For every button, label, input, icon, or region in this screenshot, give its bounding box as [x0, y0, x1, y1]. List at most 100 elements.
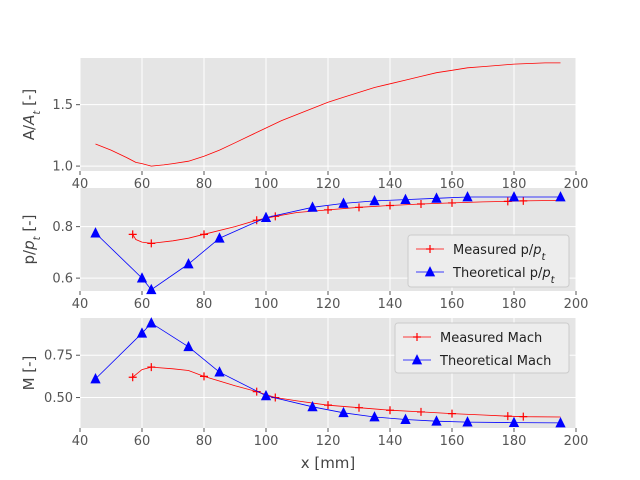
- x-tick-label: 160: [440, 434, 465, 449]
- data-point: [147, 363, 156, 372]
- data-point: [183, 340, 194, 352]
- x-tick-label: 40: [72, 297, 89, 312]
- y-tick-label: 1.5: [52, 98, 73, 113]
- data-point: [90, 227, 101, 238]
- legend: Measured Mach Theoretical Mach: [394, 322, 570, 374]
- y-axis-label: M [-]: [20, 356, 38, 391]
- data-point: [200, 372, 208, 381]
- data-point: [508, 191, 520, 202]
- data-point: [555, 417, 566, 428]
- y-tick-label: 1.0: [52, 160, 73, 175]
- data-point: [431, 415, 442, 426]
- data-point: [400, 413, 411, 424]
- legend-label: Measured p/pt: [453, 243, 547, 263]
- legend-label: Measured Mach: [440, 331, 542, 346]
- data-point: [146, 283, 157, 295]
- y-tick-label: 0.75: [44, 349, 73, 364]
- data-point: [462, 191, 473, 202]
- y-tick-label: 0.50: [44, 391, 73, 406]
- panel-3: 40 60 80 100 120 140 160 180 200 0.50 0.75 M [-] x […: [20, 317, 589, 472]
- legend-label: Theoretical Mach: [439, 354, 551, 369]
- series-2: [90, 191, 566, 295]
- y-axis-label: A/At [-]: [20, 89, 43, 140]
- data-point: [555, 191, 566, 202]
- legend-frame: [394, 322, 570, 374]
- legend-frame: [407, 234, 570, 288]
- data-point: [200, 230, 208, 239]
- legend-entry: Theoretical Mach: [403, 354, 551, 369]
- data-point: [307, 400, 318, 412]
- legend-marker: [411, 354, 423, 365]
- data-point: [260, 211, 272, 223]
- legend-marker: [424, 266, 436, 277]
- data-point: [214, 232, 225, 243]
- x-tick-label: 80: [196, 434, 213, 449]
- x-tick-label: 160: [440, 297, 465, 312]
- series-line: [95, 62, 561, 167]
- legend: Measured p/pt Theoretical p/pt: [407, 234, 570, 288]
- legend-label: Theoretical p/pt: [452, 266, 556, 286]
- x-tick-label: 100: [254, 297, 279, 312]
- x-tick-label: 60: [134, 297, 151, 312]
- data-point: [386, 406, 394, 415]
- data-point: [147, 239, 156, 248]
- panel-2: 40 60 80 100 120 140 160 180 200 0.6 0.8 p/pt [-] Me…: [20, 188, 588, 312]
- data-point: [448, 409, 456, 418]
- data-point: [324, 401, 332, 410]
- legend-entry: Theoretical p/pt: [416, 266, 556, 286]
- data-point: [183, 258, 194, 269]
- data-point: [90, 373, 101, 384]
- data-point: [338, 197, 349, 208]
- data-point: [431, 192, 442, 203]
- legend-marker: [426, 245, 434, 253]
- x-tick-label: 120: [316, 297, 341, 312]
- y-axis-label: p/pt [-]: [20, 215, 43, 265]
- x-tick-label: 60: [134, 434, 151, 449]
- data-point: [503, 412, 512, 421]
- x-tick-label: 200: [564, 297, 589, 312]
- x-tick-label: 40: [72, 434, 89, 449]
- x-tick-label: 100: [254, 434, 279, 449]
- series-1: [128, 363, 561, 421]
- series-1: [95, 62, 561, 167]
- x-tick-label: 180: [502, 434, 527, 449]
- data-point: [462, 416, 473, 427]
- x-tick-label: 200: [564, 434, 589, 449]
- panels: 40 60 80 100 120 140 160 180 200 1.0 1.5 A/At [-] 40…: [20, 58, 588, 472]
- data-point: [386, 201, 394, 210]
- data-point: [519, 412, 528, 421]
- data-point: [324, 205, 332, 214]
- data-point: [519, 196, 528, 205]
- y-tick-label: 0.6: [52, 272, 73, 287]
- data-point: [355, 403, 363, 412]
- series-line: [132, 366, 561, 418]
- data-point: [307, 201, 318, 212]
- legend-marker: [413, 333, 421, 341]
- data-point: [260, 389, 272, 401]
- data-point: [355, 203, 363, 212]
- x-tick-label: 140: [378, 297, 403, 312]
- series-1: [128, 196, 561, 248]
- x-tick-label: 80: [196, 297, 213, 312]
- x-tick-label: 180: [502, 297, 527, 312]
- data-point: [369, 194, 380, 206]
- data-point: [128, 373, 137, 382]
- data-point: [136, 272, 148, 283]
- series-line: [95, 322, 561, 424]
- data-point: [136, 327, 148, 338]
- data-point: [417, 407, 425, 416]
- x-tick-label: 140: [378, 434, 403, 449]
- data-point: [448, 198, 456, 207]
- data-point: [252, 387, 261, 396]
- data-point: [369, 411, 380, 422]
- data-point: [146, 317, 157, 328]
- x-axis-label: x [mm]: [301, 454, 356, 472]
- data-point: [508, 416, 520, 427]
- data-point: [338, 406, 349, 418]
- x-tick-label: 120: [316, 434, 341, 449]
- y-tick-label: 0.8: [52, 220, 73, 235]
- series-2: [90, 317, 566, 428]
- data-point: [128, 230, 137, 239]
